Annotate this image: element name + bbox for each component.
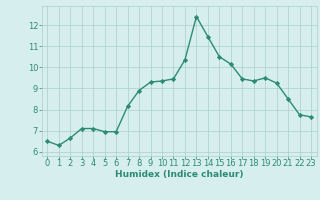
X-axis label: Humidex (Indice chaleur): Humidex (Indice chaleur) (115, 170, 244, 179)
